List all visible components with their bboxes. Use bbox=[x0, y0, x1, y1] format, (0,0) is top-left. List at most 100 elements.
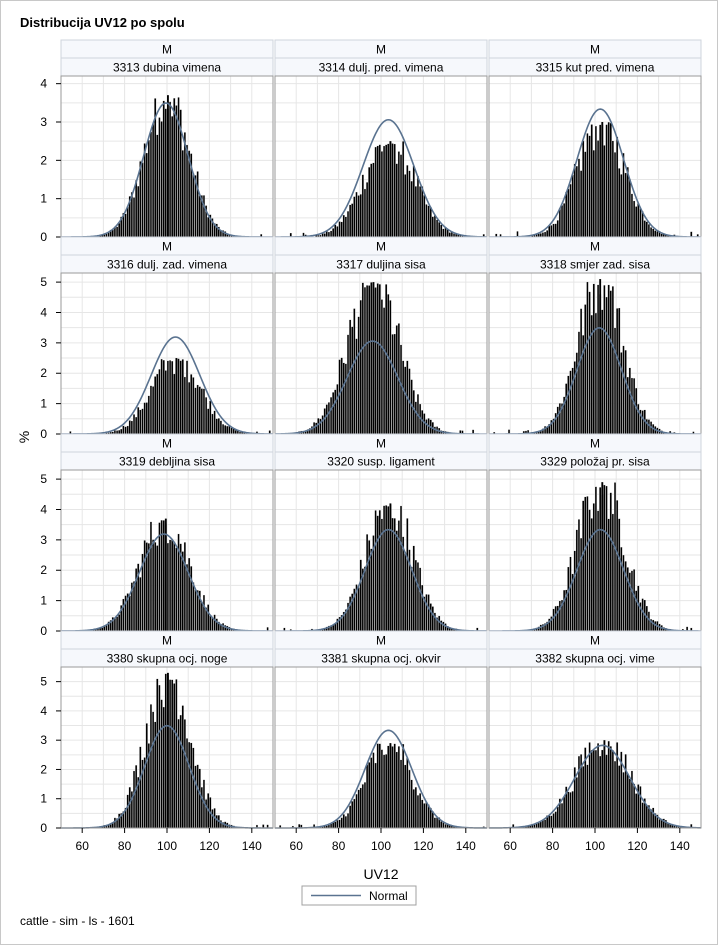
histogram-bar bbox=[192, 582, 195, 632]
histogram-bar bbox=[596, 510, 600, 632]
histogram-bar bbox=[115, 430, 119, 435]
histogram-bar bbox=[645, 805, 648, 829]
histogram-bar bbox=[639, 786, 642, 829]
histogram-bar bbox=[421, 186, 424, 238]
histogram-bar bbox=[113, 618, 116, 632]
histogram-bar bbox=[349, 319, 352, 435]
histogram-bar bbox=[421, 410, 424, 435]
histogram-bar bbox=[152, 123, 155, 238]
histogram-bar bbox=[633, 783, 636, 829]
histogram-bar bbox=[393, 743, 396, 829]
x-tick-label: 60 bbox=[504, 839, 518, 853]
histogram-bar bbox=[351, 326, 354, 435]
histogram-bar bbox=[190, 742, 193, 829]
histogram-bar bbox=[149, 385, 153, 435]
histogram-bar bbox=[315, 422, 318, 435]
histogram-bar bbox=[594, 125, 597, 238]
strip-sex-label: M bbox=[590, 437, 600, 451]
histogram-bar bbox=[427, 594, 430, 632]
histogram-bar bbox=[596, 140, 600, 238]
histogram-bar bbox=[603, 740, 606, 828]
histogram-bar bbox=[342, 214, 345, 238]
histogram-bar bbox=[584, 151, 587, 238]
histogram-bar bbox=[569, 370, 572, 435]
histogram-bar bbox=[541, 232, 544, 238]
histogram-bar bbox=[179, 360, 182, 435]
histogram-bar bbox=[416, 175, 420, 238]
histogram-bar bbox=[425, 594, 428, 632]
histogram-bar bbox=[654, 621, 657, 632]
histogram-bar bbox=[649, 227, 653, 238]
histogram-bar bbox=[626, 773, 629, 829]
y-tick-label: 1 bbox=[40, 192, 47, 206]
histogram-bar bbox=[143, 402, 146, 435]
histogram-bar bbox=[440, 821, 443, 829]
histogram-bar bbox=[554, 811, 557, 829]
histogram-bar bbox=[546, 230, 549, 238]
histogram-bar bbox=[171, 116, 174, 238]
histogram-bar bbox=[376, 515, 379, 632]
histogram-bar bbox=[198, 195, 201, 238]
histogram-bar bbox=[382, 145, 386, 238]
histogram-bar bbox=[363, 566, 367, 632]
histogram-bar bbox=[198, 386, 201, 435]
histogram-bar bbox=[421, 799, 424, 829]
histogram-bar bbox=[175, 679, 178, 829]
histogram-bar bbox=[355, 793, 358, 829]
histogram-bar bbox=[139, 746, 142, 829]
y-tick-label: 5 bbox=[40, 472, 47, 486]
histogram-bar bbox=[385, 284, 388, 435]
histogram-bar bbox=[156, 373, 159, 435]
histogram-bar bbox=[431, 606, 434, 632]
histogram-bar bbox=[395, 325, 398, 435]
legend-label: Normal bbox=[369, 889, 408, 903]
histogram-bar bbox=[213, 614, 216, 632]
histogram-bar bbox=[122, 425, 125, 435]
histogram-bar bbox=[588, 509, 591, 632]
histogram-bar bbox=[168, 360, 172, 435]
y-tick-label: 3 bbox=[40, 733, 47, 747]
histogram-bar bbox=[346, 334, 350, 435]
y-tick-label: 2 bbox=[40, 153, 47, 167]
histogram-bar bbox=[611, 286, 614, 435]
histogram-bar bbox=[404, 551, 407, 632]
histogram-bar bbox=[336, 819, 339, 829]
histogram-bar bbox=[177, 358, 180, 435]
histogram-bar bbox=[181, 150, 184, 238]
strip-sex-label: M bbox=[376, 240, 386, 254]
histogram-bar bbox=[550, 815, 553, 829]
histogram-bar bbox=[171, 679, 174, 829]
histogram-bar bbox=[202, 388, 206, 435]
histogram-bar bbox=[183, 376, 186, 435]
histogram-bar bbox=[336, 384, 339, 435]
histogram-bar bbox=[605, 124, 608, 238]
histogram-bar bbox=[211, 413, 214, 435]
histogram-bar bbox=[548, 815, 551, 829]
histogram-bar bbox=[387, 506, 390, 632]
histogram-bar bbox=[173, 373, 176, 435]
histogram-bar bbox=[366, 764, 369, 829]
x-tick-label: 60 bbox=[76, 839, 90, 853]
x-tick-label: 100 bbox=[371, 839, 391, 853]
histogram-bar bbox=[414, 186, 417, 238]
histogram-bar bbox=[613, 327, 617, 435]
histogram-bar bbox=[202, 195, 206, 238]
histogram-bar bbox=[185, 563, 189, 632]
histogram-bar bbox=[158, 684, 161, 829]
histogram-bar bbox=[338, 221, 341, 238]
histogram-bar bbox=[353, 798, 356, 829]
histogram-bar bbox=[402, 743, 405, 829]
histogram-bar bbox=[601, 482, 604, 631]
histogram-bar bbox=[630, 570, 634, 632]
histogram-bar bbox=[183, 542, 186, 632]
histogram-bar bbox=[378, 144, 381, 238]
strip-sex-label: M bbox=[376, 437, 386, 451]
histogram-bar bbox=[135, 765, 138, 829]
histogram-bar bbox=[368, 167, 371, 238]
histogram-bar bbox=[622, 152, 625, 238]
histogram-bar bbox=[539, 233, 542, 238]
panel: M 3316 dulj. zad. vimena 0 1 2 3 4 5 bbox=[40, 236, 274, 441]
histogram-bar bbox=[410, 180, 413, 238]
histogram-bar bbox=[594, 312, 597, 435]
